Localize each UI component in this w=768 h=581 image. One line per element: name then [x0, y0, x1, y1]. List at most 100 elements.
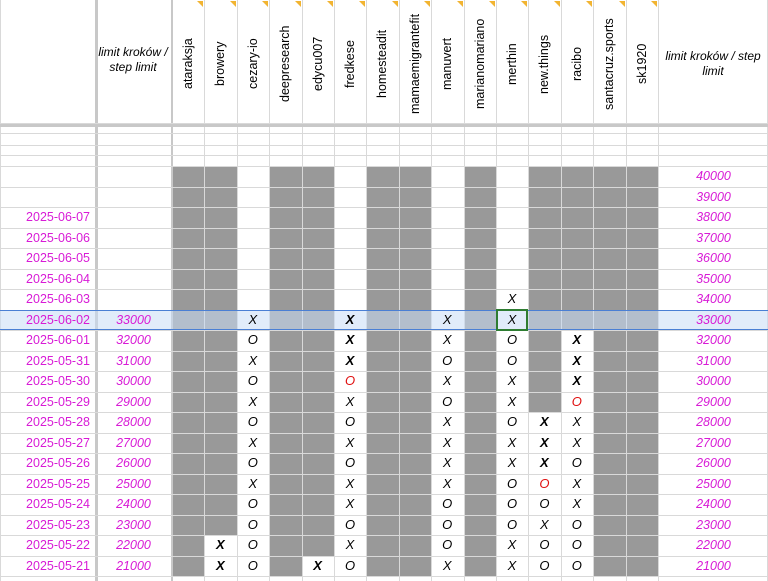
user-column-header[interactable]: browery	[213, 41, 228, 87]
user-column-header[interactable]: sk1920	[634, 43, 649, 85]
status-mark[interactable]: O	[571, 537, 582, 552]
status-mark[interactable]: O	[571, 393, 582, 409]
date-cell: 2025-05-21	[26, 558, 90, 573]
status-mark[interactable]: X	[442, 311, 452, 327]
comment-indicator-icon	[229, 1, 236, 7]
user-column-header[interactable]: fredkese	[343, 40, 358, 88]
status-mark[interactable]: O	[442, 393, 453, 409]
status-mark[interactable]: O	[247, 414, 258, 429]
status-mark[interactable]: X	[345, 311, 355, 327]
status-mark[interactable]: X	[442, 455, 452, 470]
user-column-header[interactable]: ataraksja	[181, 38, 196, 90]
status-mark[interactable]: O	[247, 557, 258, 573]
grid-hline	[0, 248, 768, 249]
status-mark[interactable]: X	[345, 496, 355, 511]
user-column-header[interactable]: cezary-io	[245, 38, 260, 90]
status-mark[interactable]: O	[539, 496, 550, 511]
status-mark[interactable]: X	[507, 434, 517, 450]
status-mark[interactable]: X	[507, 393, 517, 409]
status-mark[interactable]: O	[571, 557, 582, 573]
user-column-header[interactable]: new.things	[537, 34, 552, 94]
status-mark[interactable]: O	[571, 516, 582, 532]
status-mark[interactable]: O	[539, 557, 550, 573]
status-mark[interactable]: X	[345, 332, 355, 347]
status-mark[interactable]: X	[345, 393, 355, 409]
status-mark[interactable]: O	[506, 496, 518, 511]
status-mark[interactable]: X	[507, 537, 517, 552]
status-mark[interactable]: X	[572, 414, 582, 429]
status-mark[interactable]: X	[248, 434, 258, 450]
status-mark[interactable]: X	[572, 373, 582, 388]
status-mark[interactable]: O	[247, 496, 258, 511]
status-mark[interactable]: O	[506, 352, 518, 368]
active-cell[interactable]	[496, 308, 529, 331]
status-mark[interactable]: O	[344, 516, 356, 532]
user-column-header[interactable]: deepresearch	[278, 25, 293, 103]
status-mark[interactable]: X	[345, 537, 355, 552]
status-mark[interactable]: X	[572, 434, 582, 450]
status-mark[interactable]: X	[248, 393, 258, 409]
status-mark[interactable]: O	[571, 455, 582, 470]
status-mark[interactable]: O	[539, 475, 550, 491]
status-mark[interactable]: X	[507, 373, 517, 388]
status-mark[interactable]: X	[507, 557, 517, 573]
user-column-header[interactable]: marianomariano	[472, 18, 487, 110]
status-mark[interactable]: O	[442, 537, 453, 552]
status-mark[interactable]: O	[506, 414, 518, 429]
status-mark[interactable]: O	[344, 373, 356, 388]
user-column-header[interactable]: merthin	[505, 43, 520, 85]
status-mark[interactable]: X	[540, 414, 549, 429]
status-mark[interactable]: O	[442, 516, 453, 532]
status-mark[interactable]: O	[506, 475, 518, 491]
status-mark[interactable]: O	[247, 455, 258, 470]
status-mark[interactable]: X	[572, 352, 582, 368]
status-mark[interactable]: X	[540, 516, 549, 532]
status-mark[interactable]: O	[442, 352, 453, 368]
status-mark[interactable]: X	[248, 475, 258, 491]
status-mark[interactable]: X	[442, 414, 452, 429]
user-column-header[interactable]: santacruz.sports	[602, 18, 617, 110]
status-mark[interactable]: X	[345, 434, 355, 450]
status-mark[interactable]: X	[216, 537, 225, 552]
status-mark[interactable]: X	[345, 352, 355, 368]
status-mark[interactable]: X	[572, 332, 582, 347]
status-mark[interactable]: X	[540, 434, 549, 450]
status-mark[interactable]: O	[506, 332, 518, 347]
status-mark[interactable]: X	[442, 557, 452, 573]
status-mark[interactable]: O	[247, 332, 258, 347]
status-mark[interactable]: X	[248, 311, 258, 327]
status-mark[interactable]: O	[442, 496, 453, 511]
status-mark[interactable]: X	[572, 496, 582, 511]
status-mark[interactable]: X	[442, 434, 452, 450]
user-column-header[interactable]: homesteadit	[375, 29, 390, 99]
status-mark[interactable]: X	[507, 291, 517, 306]
user-column-header[interactable]: racibo	[569, 46, 584, 82]
status-mark[interactable]: X	[442, 373, 452, 388]
status-mark[interactable]: X	[248, 352, 258, 368]
user-column-header[interactable]: edycu007	[310, 36, 325, 92]
status-mark[interactable]: X	[572, 475, 582, 491]
frozen-divider	[95, 0, 98, 581]
status-mark[interactable]: O	[344, 414, 356, 429]
user-column-header[interactable]: mamaemigrantefit	[407, 13, 422, 115]
status-mark[interactable]: X	[442, 475, 452, 491]
status-mark[interactable]: X	[313, 557, 322, 573]
grid-hline	[0, 155, 768, 156]
grid-hline	[0, 133, 768, 134]
status-mark[interactable]: O	[344, 455, 356, 470]
status-mark[interactable]: O	[247, 537, 258, 552]
status-mark[interactable]: O	[506, 516, 518, 532]
status-mark[interactable]: X	[507, 311, 517, 327]
status-mark[interactable]: X	[540, 455, 549, 470]
status-mark[interactable]: O	[344, 557, 356, 573]
status-mark[interactable]: O	[539, 537, 550, 552]
status-mark[interactable]: X	[442, 332, 452, 347]
status-mark[interactable]: X	[216, 557, 225, 573]
status-mark[interactable]: O	[247, 516, 258, 532]
status-mark[interactable]: O	[247, 373, 258, 388]
limit-value: 30000	[116, 374, 151, 388]
status-mark[interactable]: X	[345, 475, 355, 491]
status-mark[interactable]: X	[507, 455, 517, 470]
user-column-header[interactable]: manuvert	[440, 37, 455, 91]
